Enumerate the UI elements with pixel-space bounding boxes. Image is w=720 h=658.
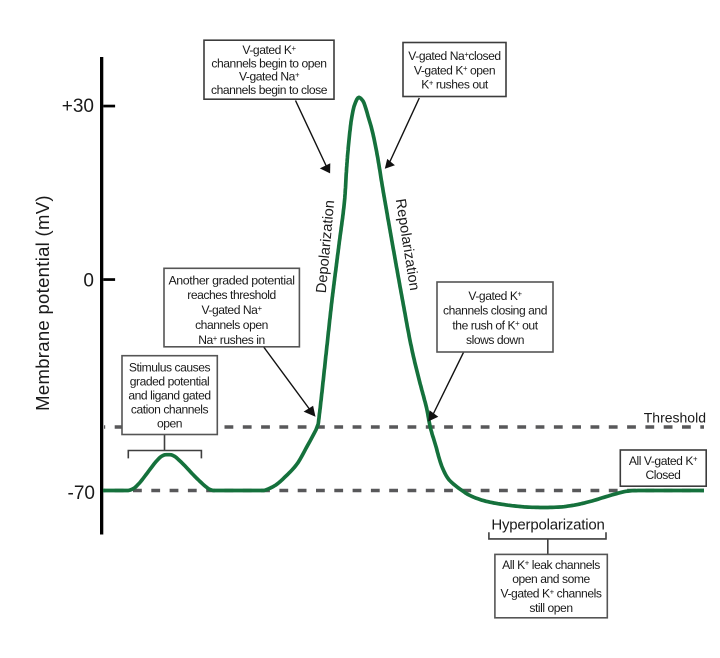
svg-text:All K+ leak channels: All K+ leak channels [502, 558, 600, 572]
svg-text:V-gated Na+: V-gated Na+ [239, 70, 300, 84]
svg-text:and ligand gated: and ligand gated [128, 388, 210, 402]
svg-text:Another graded potential: Another graded potential [168, 273, 294, 287]
svg-text:channels begin to close: channels begin to close [211, 83, 328, 97]
svg-text:the rush of K+ out: the rush of K+ out [452, 318, 538, 332]
svg-text:0: 0 [83, 271, 94, 292]
svg-text:Na+ rushes in: Na+ rushes in [198, 333, 265, 347]
svg-text:Threshold: Threshold [644, 410, 706, 426]
svg-text:graded potential: graded potential [130, 374, 210, 388]
svg-text:Membrane potential (mV): Membrane potential (mV) [32, 195, 53, 411]
svg-text:Hyperpolarization: Hyperpolarization [491, 517, 604, 534]
svg-text:K+ rushes out: K+ rushes out [421, 78, 489, 92]
svg-text:Closed: Closed [646, 468, 681, 482]
svg-text:V-gated Na+: V-gated Na+ [201, 303, 262, 317]
svg-text:open and some: open and some [512, 572, 590, 586]
svg-text:V-gated Na+closed: V-gated Na+closed [408, 49, 500, 63]
svg-text:V-gated K+ channels: V-gated K+ channels [501, 587, 602, 601]
svg-text:V-gated K+: V-gated K+ [242, 43, 296, 57]
svg-text:channels closing and: channels closing and [443, 304, 547, 318]
svg-text:V-gated K+ open: V-gated K+ open [414, 63, 495, 77]
svg-text:Repolarization: Repolarization [392, 198, 422, 292]
svg-text:All V-gated K+: All V-gated K+ [629, 454, 698, 468]
svg-text:Stimulus causes: Stimulus causes [129, 360, 211, 374]
svg-text:cation channels: cation channels [131, 402, 209, 416]
svg-text:+30: +30 [62, 96, 94, 117]
svg-text:channels open: channels open [195, 318, 268, 332]
svg-text:channels begin to open: channels begin to open [211, 56, 326, 70]
svg-text:open: open [157, 416, 182, 430]
svg-text:-70: -70 [68, 483, 95, 504]
svg-text:V-gated K+: V-gated K+ [468, 289, 522, 303]
svg-text:slows down: slows down [466, 333, 524, 347]
svg-text:reaches threshold: reaches threshold [187, 288, 276, 302]
svg-text:still open: still open [529, 601, 572, 615]
